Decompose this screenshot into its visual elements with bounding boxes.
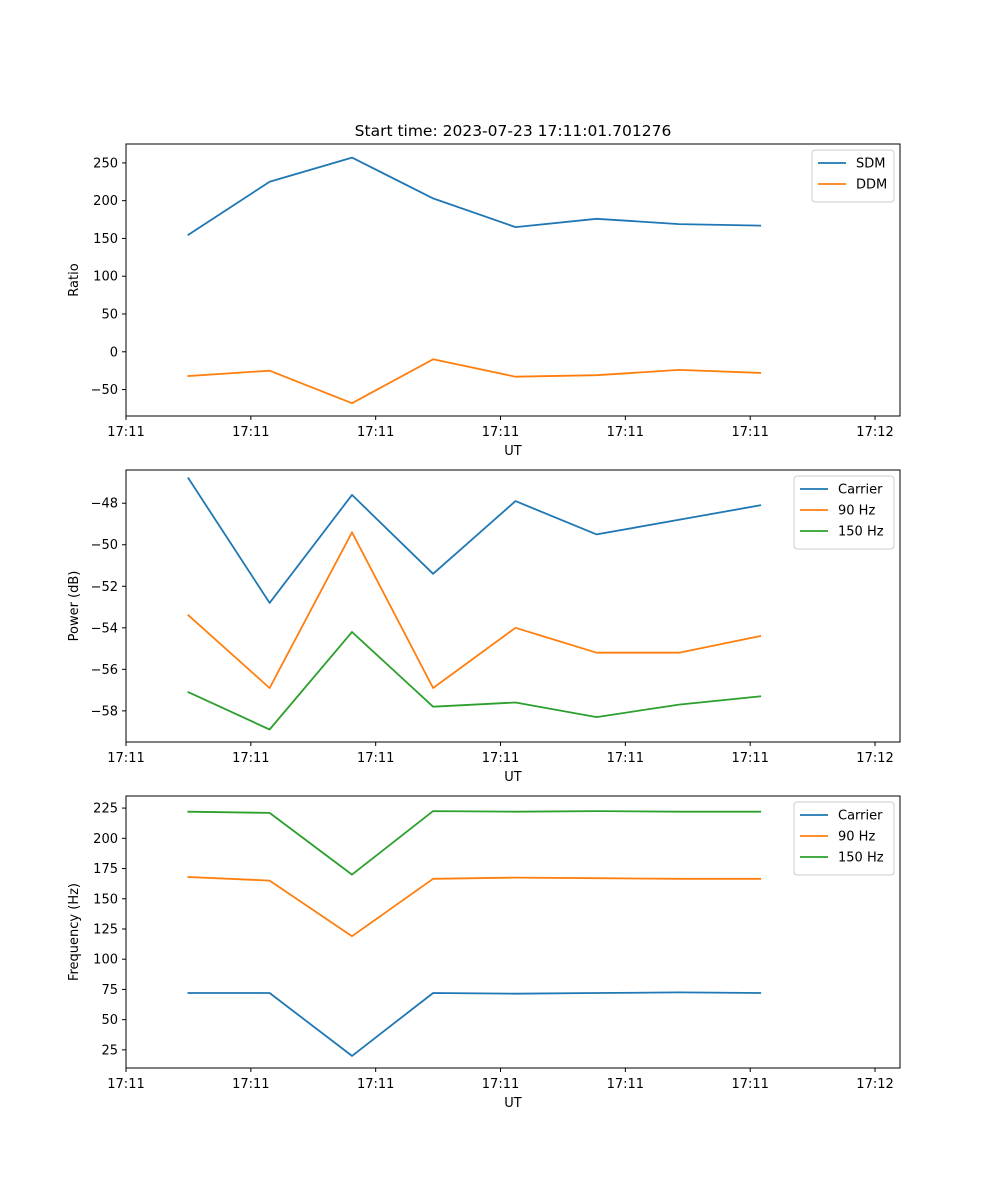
- chart-3-y-tick-label: 175: [93, 862, 118, 877]
- chart-3-y-tick-label: 100: [93, 953, 118, 968]
- chart-1-x-axis-label: UT: [504, 444, 522, 459]
- chart-2-series-carrier-line: [187, 477, 762, 604]
- chart-1-y-tick-label: 150: [93, 232, 118, 247]
- chart-1-y-tick-label: 50: [101, 308, 118, 323]
- chart-3-x-tick-label: 17:11: [482, 1077, 519, 1092]
- chart-2-x-tick-label: 17:11: [357, 751, 394, 766]
- chart-1: Start time: 2023-07-23 17:11:01.701276 17…: [67, 122, 901, 459]
- chart-3-legend-label-150-hz: 150 Hz: [838, 851, 884, 866]
- chart-2-x-tick-label: 17:11: [482, 751, 519, 766]
- chart-3-x-tick-label: 17:11: [232, 1077, 269, 1092]
- chart-2-x-tick-label: 17:11: [107, 751, 144, 766]
- chart-3-legend-label-carrier: Carrier: [838, 809, 883, 824]
- chart-1-legend-label-sdm: SDM: [856, 157, 885, 172]
- chart-1-y-tick-label: −50: [91, 383, 118, 398]
- chart-2-y-tick-label: −50: [91, 538, 118, 553]
- chart-1-x-tick-label: 17:11: [232, 425, 269, 440]
- chart-3-x-tick-label: 17:11: [607, 1077, 644, 1092]
- chart-2-legend-label-carrier: Carrier: [838, 483, 883, 498]
- chart-3-axes-frame: [125, 795, 901, 1069]
- chart-1-y-tick-label: 250: [93, 156, 118, 171]
- chart-3-x-axis-label: UT: [504, 1096, 522, 1111]
- chart-3-y-tick-label: 125: [93, 922, 118, 937]
- chart-1-series-ddm-line: [187, 358, 762, 405]
- chart-1-x-tick-label: 17:11: [607, 425, 644, 440]
- chart-3-series-90-hz-line: [187, 876, 762, 938]
- chart-3-series-150-hz-line: [187, 810, 762, 876]
- chart-1-axes-frame: [125, 143, 901, 417]
- chart-1-y-axis-label: Ratio: [67, 263, 82, 296]
- chart-2-x-tick-label: 17:12: [856, 751, 893, 766]
- chart-3-y-tick-label: 150: [93, 892, 118, 907]
- chart-1-title: Start time: 2023-07-23 17:11:01.701276: [355, 122, 672, 140]
- chart-2-series-150-hz-line: [187, 631, 762, 731]
- chart-1-x-tick-label: 17:11: [731, 425, 768, 440]
- chart-2-legend: Carrier 90 Hz 150 Hz: [793, 475, 895, 550]
- chart-2-x-axis-label: UT: [504, 770, 522, 785]
- chart-3-legend-label-90-hz: 90 Hz: [838, 830, 875, 845]
- chart-1-x-tick-label: 17:12: [856, 425, 893, 440]
- chart-1-y-tick-label: 0: [110, 345, 118, 360]
- chart-1-x-tick-label: 17:11: [482, 425, 519, 440]
- chart-2-y-tick-label: −52: [91, 580, 118, 595]
- chart-2-series-90-hz-line: [187, 531, 762, 689]
- chart-1-series-sdm-line: [187, 156, 762, 236]
- chart-1-x-tick-label: 17:11: [357, 425, 394, 440]
- chart-3-x-tick-label: 17:11: [107, 1077, 144, 1092]
- chart-3-y-tick-label: 25: [101, 1043, 118, 1058]
- chart-2-x-tick-label: 17:11: [607, 751, 644, 766]
- chart-3-y-tick-label: 75: [101, 983, 118, 998]
- chart-2-x-tick-label: 17:11: [731, 751, 768, 766]
- chart-3-x-tick-label: 17:11: [731, 1077, 768, 1092]
- chart-3-y-tick-label: 200: [93, 832, 118, 847]
- chart-3-legend: Carrier 90 Hz 150 Hz: [793, 801, 895, 876]
- chart-1-y-tick-label: 200: [93, 194, 118, 209]
- chart-1-legend-label-ddm: DDM: [856, 178, 887, 193]
- chart-3-x-tick-label: 17:12: [856, 1077, 893, 1092]
- chart-3-x-tick-label: 17:11: [357, 1077, 394, 1092]
- chart-3-y-tick-label: 225: [93, 802, 118, 817]
- chart-1-legend: SDM DDM: [811, 149, 895, 203]
- chart-1-x-tick-label: 17:11: [107, 425, 144, 440]
- chart-2-y-tick-label: −48: [91, 497, 118, 512]
- chart-2-axes-frame: [125, 469, 901, 743]
- chart-2: 17:11 17:11 17:11 17:11 17:11 17:11 17:12 −58 −5…: [67, 469, 901, 785]
- chart-3: 17:11 17:11 17:11 17:11 17:11 17:11 17:12 25 50 7…: [67, 795, 901, 1111]
- chart-3-series-carrier-line: [187, 991, 762, 1057]
- chart-1-y-tick-label: 100: [93, 270, 118, 285]
- chart-2-y-tick-label: −56: [91, 663, 118, 678]
- chart-2-x-tick-label: 17:11: [232, 751, 269, 766]
- chart-2-legend-label-150-hz: 150 Hz: [838, 525, 884, 540]
- chart-2-y-tick-label: −58: [91, 704, 118, 719]
- chart-3-y-axis-label: Frequency (Hz): [67, 883, 82, 981]
- chart-2-y-axis-label: Power (dB): [67, 571, 82, 642]
- chart-2-y-tick-label: −54: [91, 621, 118, 636]
- chart-3-y-tick-label: 50: [101, 1013, 118, 1028]
- chart-2-legend-label-90-hz: 90 Hz: [838, 504, 875, 519]
